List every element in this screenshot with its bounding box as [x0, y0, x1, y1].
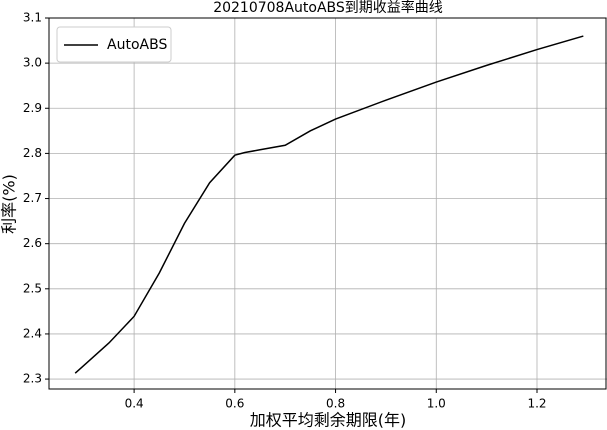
- y-tick-label: 3.1: [23, 11, 42, 25]
- x-tick-label: 0.8: [326, 397, 345, 411]
- y-tick-label: 2.3: [23, 372, 42, 386]
- y-tick-label: 2.8: [23, 146, 42, 160]
- x-tick-label: 1.2: [527, 397, 546, 411]
- y-axis-label: 利率(%): [0, 174, 19, 234]
- chart-title: 20210708AutoABS到期收益率曲线: [213, 0, 443, 16]
- y-tick-label: 2.4: [23, 326, 42, 340]
- plot-frame: [48, 17, 607, 390]
- y-tick-label: 2.9: [23, 101, 42, 115]
- y-tick-label: 2.7: [23, 191, 42, 205]
- legend-box: [56, 26, 172, 63]
- x-axis-label: 加权平均剩余期限(年): [250, 411, 407, 430]
- line-series: [74, 35, 584, 374]
- y-tick-label: 2.6: [23, 236, 42, 250]
- x-tick-label: 1.0: [427, 397, 446, 411]
- x-tick-label: 0.4: [125, 397, 144, 411]
- legend-label: AutoABS: [107, 37, 167, 53]
- x-tick-label: 0.6: [225, 397, 244, 411]
- y-tick-label: 3.0: [23, 56, 42, 70]
- y-tick-label: 2.5: [23, 281, 42, 295]
